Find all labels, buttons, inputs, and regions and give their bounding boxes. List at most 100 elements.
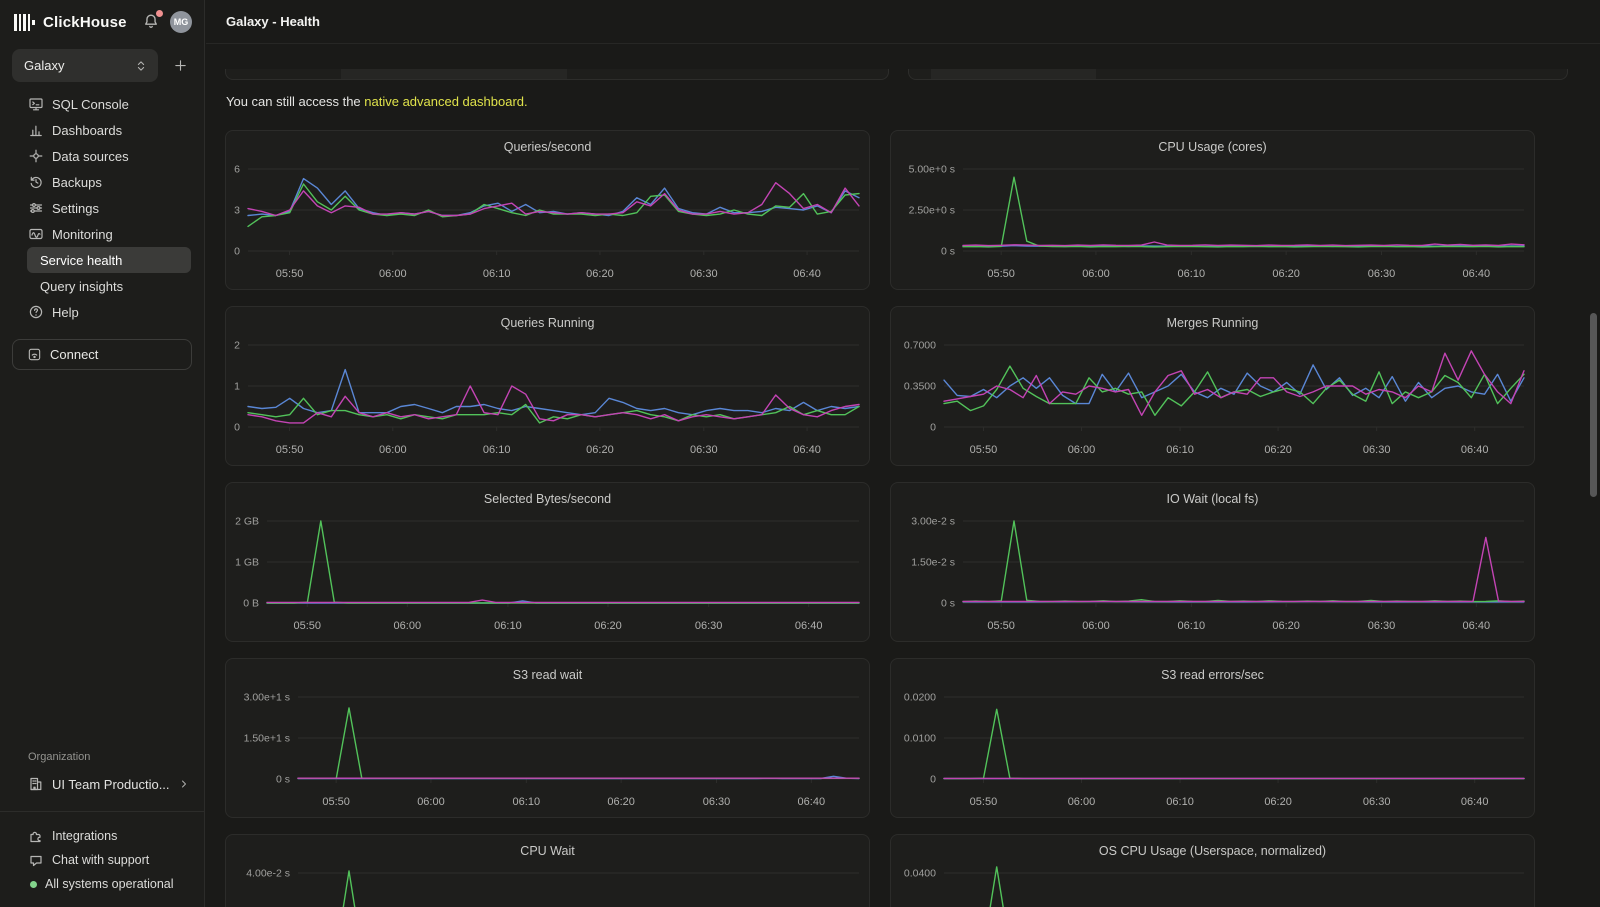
queries-per-second-series-blue: [247, 177, 860, 217]
chart-title: S3 read wait: [512, 668, 583, 682]
svg-text:06:20: 06:20: [594, 620, 622, 632]
chevron-right-icon: [182, 780, 186, 788]
sidebar-item-backups[interactable]: Backups: [0, 169, 204, 195]
svg-text:0 s: 0 s: [941, 246, 955, 258]
service-select-value: Galaxy: [24, 58, 65, 73]
service-selector-row: Galaxy: [12, 49, 192, 82]
sql-console-icon: [29, 98, 43, 111]
sidebar-item-help[interactable]: Help: [0, 299, 204, 325]
svg-text:06:00: 06:00: [1068, 796, 1096, 808]
sidebar-item-monitoring[interactable]: Monitoring: [0, 221, 204, 247]
organization-switcher[interactable]: UI Team Productio...: [0, 771, 204, 797]
sidebar-item-dashboards[interactable]: Dashboards: [0, 117, 204, 143]
svg-text:06:40: 06:40: [1463, 268, 1491, 280]
bell-icon: [145, 14, 157, 28]
sidebar-item-system-status[interactable]: All systems operational: [0, 872, 204, 896]
native-advanced-dashboard-link[interactable]: native advanced dashboard.: [364, 94, 528, 109]
svg-text:06:10: 06:10: [494, 620, 522, 632]
queries-running-series-magenta: [247, 385, 860, 424]
organization-section-label: Organization: [28, 751, 91, 763]
page-header: Galaxy - Health: [206, 0, 1600, 44]
queries-per-second-series-green: [247, 183, 860, 228]
svg-text:06:20: 06:20: [1272, 620, 1300, 632]
chart-title: Queries/second: [503, 140, 592, 154]
connect-button[interactable]: Connect: [12, 339, 192, 370]
monitoring-icon: [29, 228, 43, 240]
page-title: Galaxy - Health: [226, 14, 320, 29]
notifications-button[interactable]: [142, 10, 163, 32]
sidebar: ClickHouse MG Galaxy: [0, 0, 205, 907]
svg-text:06:00: 06:00: [1082, 620, 1110, 632]
svg-text:06:30: 06:30: [1363, 444, 1391, 456]
note-text: You can still access the: [226, 94, 365, 109]
svg-text:0: 0: [930, 422, 936, 434]
sidebar-item-service-health[interactable]: Service health: [27, 247, 191, 273]
chart-plot-os-cpu-usage-userspace-normalized: 0.04000.0200005:5006:0006:1006:2006:3006…: [904, 866, 1524, 907]
svg-text:06:00: 06:00: [379, 444, 407, 456]
chart-card-s3-read-errors-per-sec: S3 read errors/sec 0.0200 0.0100 0 05:50 06:0…: [890, 658, 1535, 818]
svg-text:06:00: 06:00: [1082, 268, 1110, 280]
svg-text:06:10: 06:10: [483, 444, 511, 456]
svg-text:0: 0: [234, 422, 240, 434]
sidebar-item-label: Data sources: [52, 148, 129, 164]
svg-text:06:10: 06:10: [1166, 796, 1194, 808]
svg-text:05:50: 05:50: [987, 620, 1015, 632]
merges-running-series-magenta: [943, 350, 1525, 417]
svg-text:05:50: 05:50: [322, 796, 350, 808]
clickhouse-logo-icon: [14, 13, 35, 31]
svg-text:06:40: 06:40: [1461, 796, 1489, 808]
sidebar-item-integrations[interactable]: Integrations: [0, 824, 204, 848]
io-wait-local-fs-series-green: [962, 520, 1525, 603]
chart-title: Selected Bytes/second: [483, 492, 612, 506]
chart-plot-queries-running: 2 1 0 05:50 06:00 06:10 06:20 06:30 06:40: [234, 340, 860, 456]
svg-text:2 GB: 2 GB: [235, 516, 259, 528]
status-green-dot-icon: [30, 880, 37, 888]
svg-text:2.50e+0 s: 2.50e+0 s: [909, 205, 955, 217]
svg-text:0.0200: 0.0200: [904, 692, 936, 704]
svg-text:05:50: 05:50: [276, 444, 304, 456]
partial-card-right: [908, 69, 1568, 80]
sidebar-item-data-sources[interactable]: Data sources: [0, 143, 204, 169]
sidebar-nav: SQL Console Dashboards Data sources Back…: [0, 91, 204, 325]
service-select[interactable]: Galaxy: [12, 49, 158, 82]
svg-text:06:20: 06:20: [1272, 268, 1300, 280]
sidebar-item-chat-support[interactable]: Chat with support: [0, 848, 204, 872]
svg-text:0.3500: 0.3500: [904, 381, 936, 393]
selected-bytes-per-second-series-magenta: [266, 599, 860, 604]
charts-grid: Queries/second 6 3 0 05:50 06:00 06:10 06:20 06:…: [225, 130, 1600, 907]
sidebar-item-query-insights[interactable]: Query insights: [27, 273, 191, 299]
sidebar-item-label: Integrations: [52, 829, 118, 843]
sidebar-item-label: SQL Console: [52, 96, 129, 112]
svg-text:06:40: 06:40: [793, 444, 821, 456]
chart-card-merges-running: Merges Running 0.7000 0.3500 0 05:50 06:00 06:…: [890, 306, 1535, 466]
organization-name: UI Team Productio...: [52, 776, 170, 792]
svg-text:0 s: 0 s: [941, 598, 955, 610]
svg-text:1: 1: [234, 381, 240, 393]
sidebar-footer: Organization UI Team Productio... Integr…: [0, 751, 204, 907]
notification-dot: [156, 10, 163, 17]
svg-text:0.0100: 0.0100: [904, 733, 936, 745]
svg-text:0: 0: [234, 246, 240, 258]
partial-card-left: [225, 69, 889, 80]
chart-plot-cpu-wait: 4.00e-2 s2.00e-2 s0 s05:5006:0006:1006:2…: [246, 868, 859, 907]
sidebar-item-sql-console[interactable]: SQL Console: [0, 91, 204, 117]
sidebar-header: ClickHouse MG: [0, 0, 204, 44]
svg-text:06:40: 06:40: [1463, 620, 1491, 632]
avatar[interactable]: MG: [170, 11, 192, 33]
vertical-scrollbar-thumb[interactable]: [1590, 313, 1597, 497]
svg-text:2: 2: [234, 340, 240, 352]
svg-text:06:20: 06:20: [1264, 444, 1292, 456]
chart-card-queries-per-second: Queries/second 6 3 0 05:50 06:00 06:10 06:20 06:…: [225, 130, 870, 290]
svg-text:0 B: 0 B: [243, 598, 259, 610]
chart-plot-queries-per-second: 6 3 0 05:50 06:00 06:10 06:20 06:30 06:40: [234, 164, 860, 280]
add-service-button[interactable]: [168, 54, 192, 78]
chart-title: Merges Running: [1166, 316, 1259, 330]
chart-card-s3-read-wait: S3 read wait 3.00e+1 s 1.50e+1 s 0 s 05:50 06…: [225, 658, 870, 818]
s3-read-errors-per-sec-series-green: [943, 708, 1525, 780]
io-wait-local-fs-series-magenta: [962, 536, 1525, 603]
svg-text:05:50: 05:50: [970, 444, 998, 456]
sidebar-item-settings[interactable]: Settings: [0, 195, 204, 221]
svg-text:06:00: 06:00: [394, 620, 422, 632]
sidebar-item-label: Dashboards: [52, 122, 123, 138]
chart-plot-s3-read-wait: 3.00e+1 s 1.50e+1 s 0 s 05:50 06:00 06:10 06:2…: [244, 692, 860, 808]
